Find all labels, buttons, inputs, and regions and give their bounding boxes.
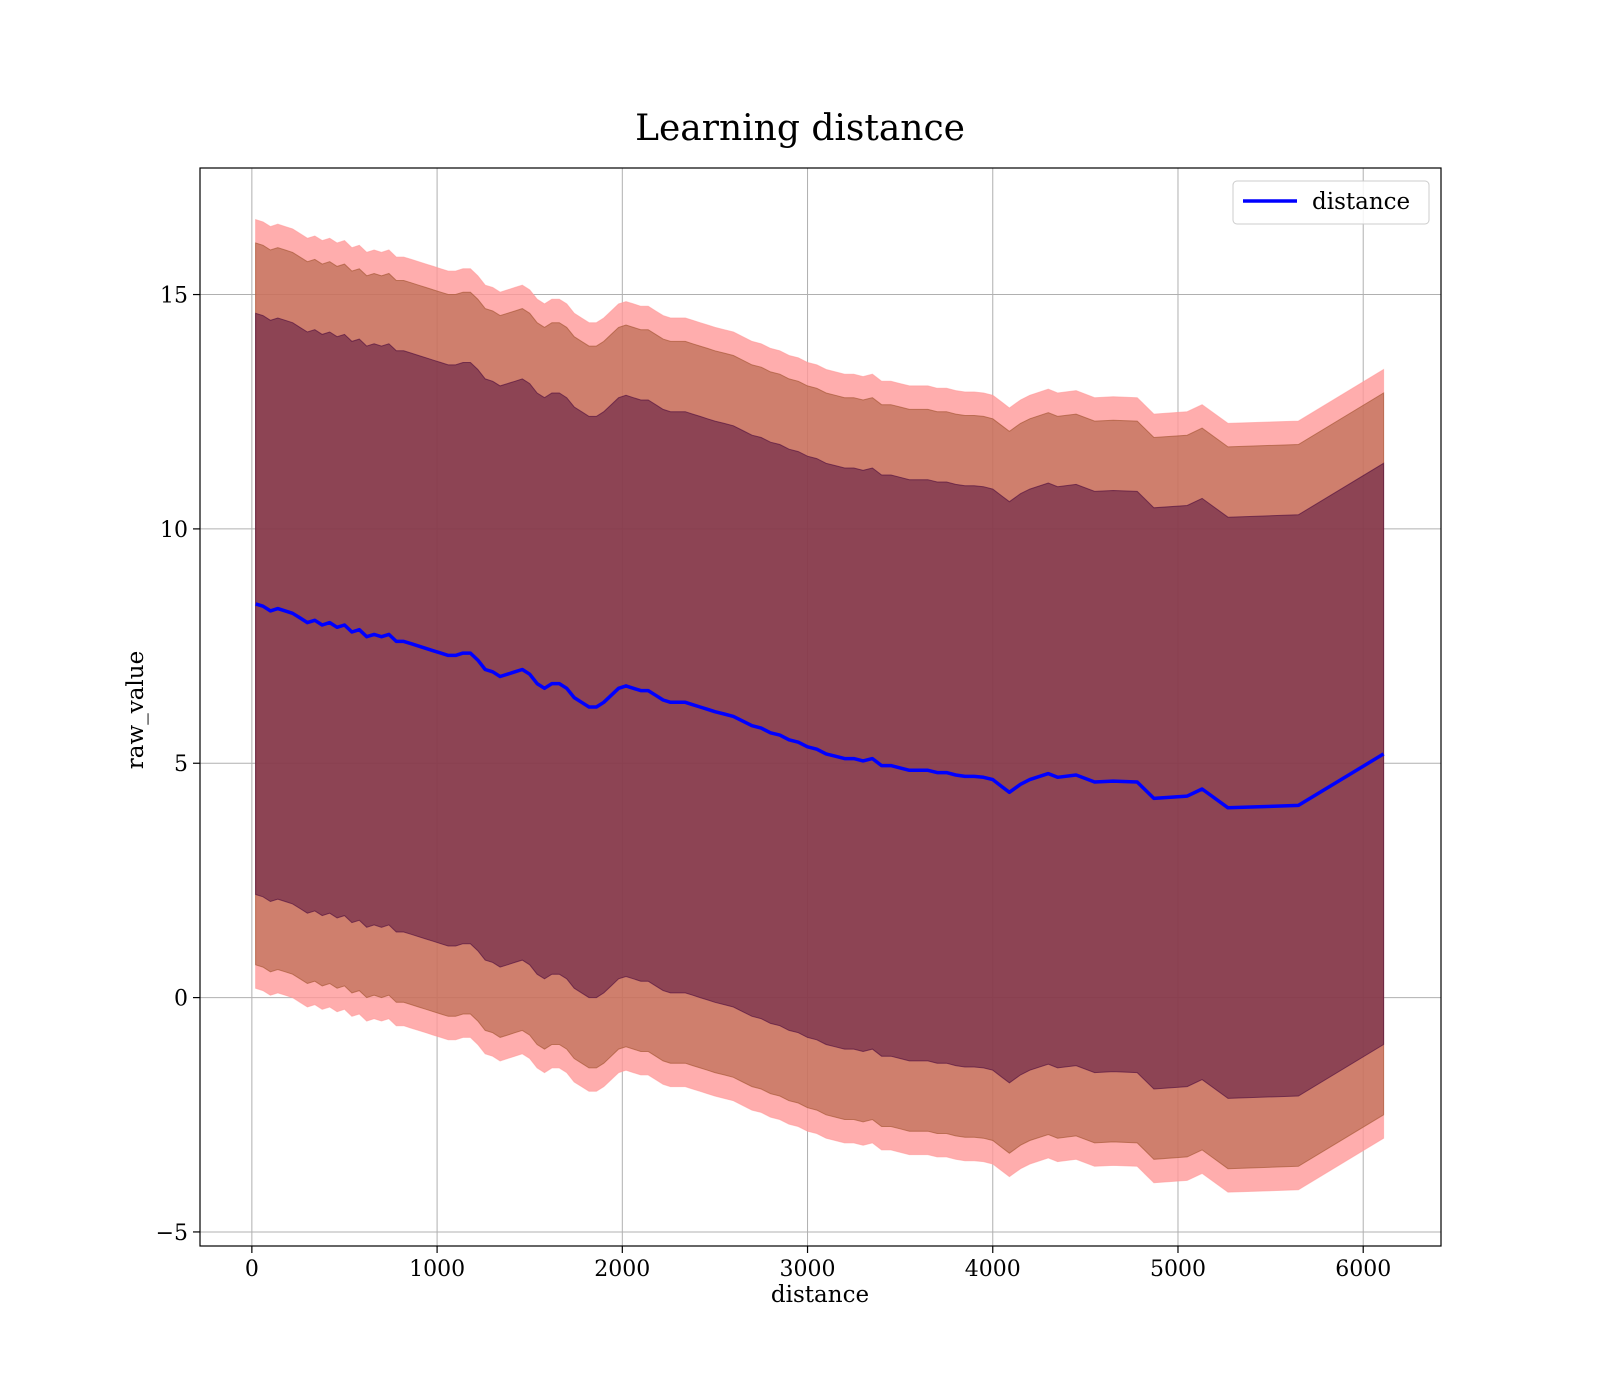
legend: distance: [1232, 180, 1430, 225]
y-tick-label: 5: [174, 752, 188, 777]
x-tick-label: 5000: [1150, 1257, 1206, 1282]
y-tick-label: 10: [160, 518, 188, 543]
x-tick-label: 0: [245, 1257, 259, 1282]
x-tick-label: 1000: [409, 1257, 465, 1282]
band-inner: [255, 312, 1385, 1099]
y-tick-label: 15: [160, 284, 188, 309]
y-tick-label: 0: [174, 987, 188, 1012]
bands: [255, 218, 1385, 1193]
chart-title: Learning distance: [635, 108, 965, 149]
plot-area: 0 1000 2000 3000 4000 5000 6000 −5 0 5 10 15: [156, 167, 1442, 1282]
x-axis-label: distance: [771, 1282, 869, 1308]
series-layer: [255, 602, 1385, 810]
y-axis-label: raw_value: [123, 651, 149, 769]
ticks: 0 1000 2000 3000 4000 5000 6000 −5 0 5 10 15: [156, 284, 1392, 1282]
x-tick-label: 2000: [594, 1257, 650, 1282]
axes-frame: [199, 167, 1442, 1247]
x-tick-label: 3000: [780, 1257, 836, 1282]
legend-label-distance: distance: [1312, 189, 1410, 215]
y-tick-label: −5: [156, 1221, 188, 1246]
legend-box: [1232, 180, 1430, 225]
x-tick-label: 4000: [965, 1257, 1021, 1282]
series-line-distance: [255, 602, 1385, 810]
x-tick-label: 6000: [1335, 1257, 1391, 1282]
